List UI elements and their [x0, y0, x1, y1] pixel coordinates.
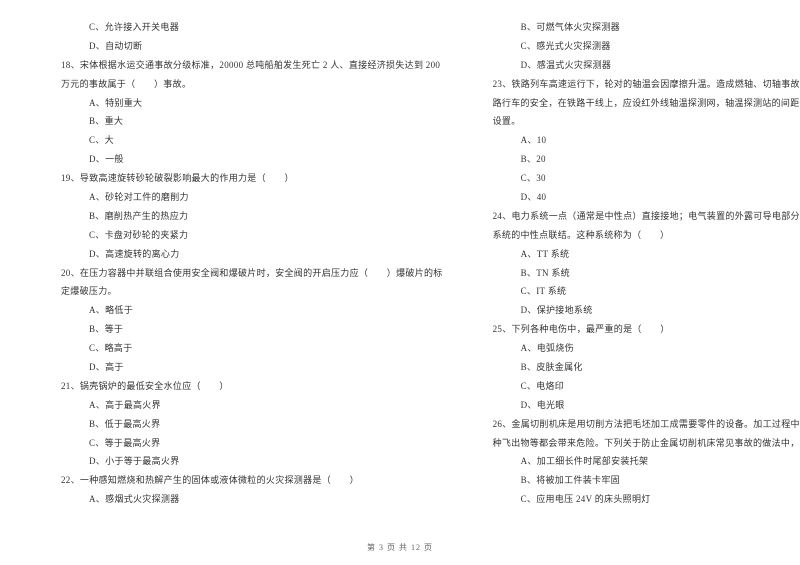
question-text: 26、金属切削机床是用切削方法把毛坯加工成需要零件的设备。加工过程中，各运动部件… [493, 415, 800, 434]
question-text: 万元的事故属于（ ）事故。 [61, 75, 443, 94]
question-text: 路行车的安全，在铁路干线上，应设红外线轴温探测网，轴温探测站的间距一般按（ ）k… [493, 94, 800, 113]
option-text: B、低于最高火界 [61, 415, 443, 434]
option-text: B、磨削热产生的热应力 [61, 207, 443, 226]
option-text: D、自动切断 [61, 37, 443, 56]
option-text: A、略低于 [61, 301, 443, 320]
option-text: B、将被加工件装卡牢固 [493, 471, 800, 490]
option-text: C、等于最高火界 [61, 434, 443, 453]
option-text: A、加工细长件时尾部安装托架 [493, 452, 800, 471]
page-footer: 第 3 页 共 12 页 [0, 542, 800, 553]
option-text: B、20 [493, 150, 800, 169]
option-text: C、应用电压 24V 的床头照明灯 [493, 490, 800, 509]
option-text: B、可燃气体火灾探测器 [493, 18, 800, 37]
question-text: 系统的中性点联结。这种系统称为（ ） [493, 226, 800, 245]
option-text: D、40 [493, 188, 800, 207]
option-text: B、重大 [61, 112, 443, 131]
right-column: B、可燃气体火灾探测器 C、感光式火灾探测器 D、感温式火灾探测器 23、铁路列… [468, 18, 800, 509]
option-text: D、小于等于最高火界 [61, 452, 443, 471]
option-text: D、电光眼 [493, 396, 800, 415]
option-text: B、皮肤金属化 [493, 358, 800, 377]
question-text: 23、铁路列车高速运行下，轮对的轴温会因摩擦升温。造成燃轴、切轴事故的发生。为保… [493, 75, 800, 94]
option-text: D、高速旋转的离心力 [61, 245, 443, 264]
option-text: C、感光式火灾探测器 [493, 37, 800, 56]
option-text: D、一般 [61, 150, 443, 169]
option-text: C、卡盘对砂轮的夹紧力 [61, 226, 443, 245]
option-text: D、保护接地系统 [493, 301, 800, 320]
question-text: 定爆破压力。 [61, 282, 443, 301]
option-text: A、TT 系统 [493, 245, 800, 264]
option-text: D、高于 [61, 358, 443, 377]
option-text: A、10 [493, 131, 800, 150]
question-text: 20、在压力容器中并联组合使用安全阀和爆破片时，安全阀的开启压力应（ ）爆破片的… [61, 264, 443, 283]
option-text: C、略高于 [61, 339, 443, 358]
option-text: C、大 [61, 131, 443, 150]
option-text: A、砂轮对工件的磨削力 [61, 188, 443, 207]
option-text: C、IT 系统 [493, 282, 800, 301]
option-text: B、TN 系统 [493, 264, 800, 283]
page-container: C、允许接入开关电器 D、自动切断 18、宋体根据水运交通事故分级标准，2000… [0, 18, 800, 509]
question-text: 19、导致高速旋转砂轮破裂影响最大的作用力是（ ） [61, 169, 443, 188]
option-text: A、高于最高火界 [61, 396, 443, 415]
question-text: 设置。 [493, 112, 800, 131]
option-text: C、30 [493, 169, 800, 188]
question-text: 18、宋体根据水运交通事故分级标准，20000 总吨船舶发生死亡 2 人、直接经… [61, 56, 443, 75]
question-text: 种飞出物等都会带来危险。下列关于防止金属切削机床常见事故的做法中，错误的是（ ） [493, 434, 800, 453]
option-text: A、特别重大 [61, 94, 443, 113]
question-text: 21、锅壳锅炉的最低安全水位应（ ） [61, 377, 443, 396]
option-text: C、电烙印 [493, 377, 800, 396]
left-column: C、允许接入开关电器 D、自动切断 18、宋体根据水运交通事故分级标准，2000… [55, 18, 468, 509]
option-text: A、电弧烧伤 [493, 339, 800, 358]
question-text: 25、下列各种电伤中，最严重的是（ ） [493, 320, 800, 339]
option-text: B、等于 [61, 320, 443, 339]
option-text: D、感温式火灾探测器 [493, 56, 800, 75]
question-text: 22、一种感知燃烧和热解产生的固体或液体微粒的火灾探测器是（ ） [61, 471, 443, 490]
question-text: 24、电力系统一点（通常是中性点）直接接地；电气装置的外露可导电部分通过保护线与… [493, 207, 800, 226]
option-text: A、感烟式火灾探测器 [61, 490, 443, 509]
option-text: C、允许接入开关电器 [61, 18, 443, 37]
